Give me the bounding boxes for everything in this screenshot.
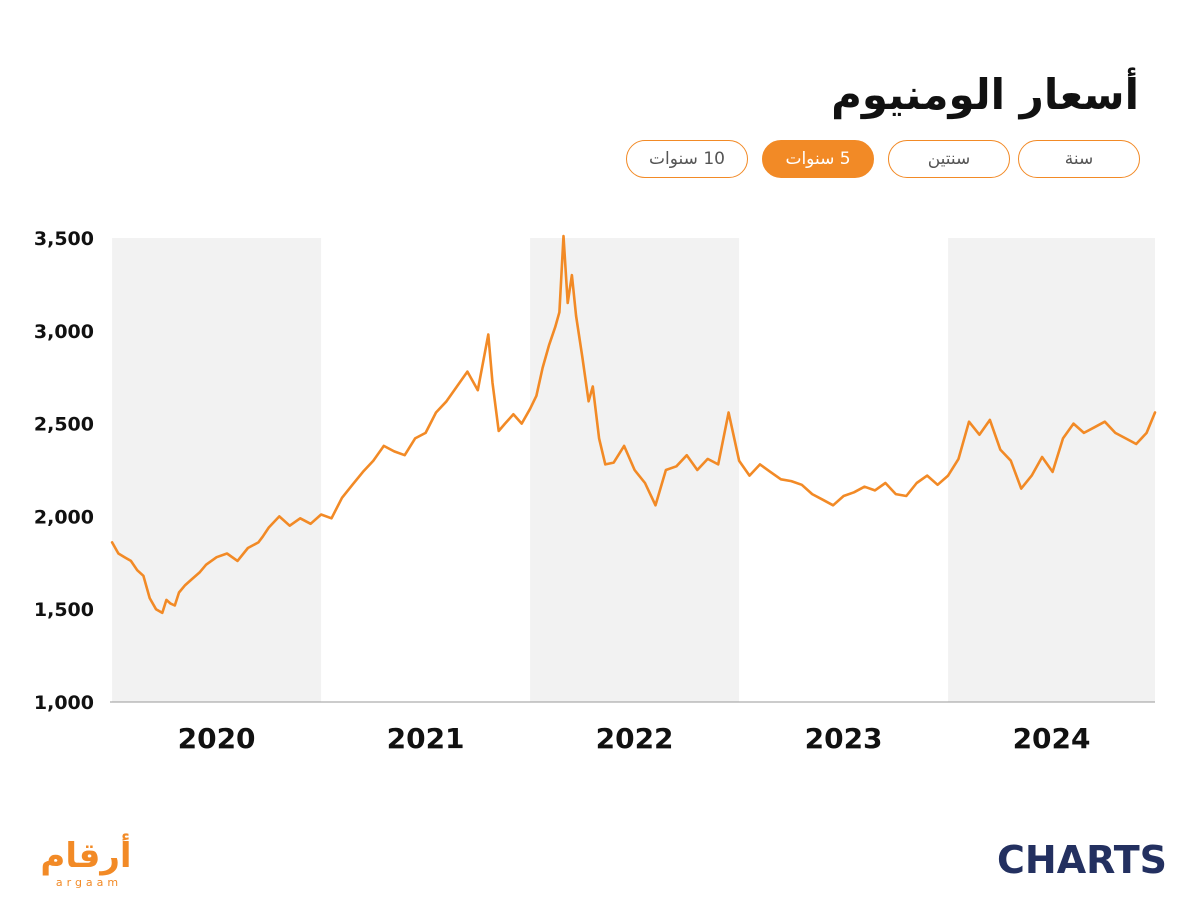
page-title: أسعار الومنيوم [831,70,1139,119]
year-band-2020 [112,238,322,702]
tab-2-years[interactable]: سنتين [888,140,1010,178]
x-tick-label-2021: 2021 [387,722,465,755]
x-tick-label-2022: 2022 [596,722,674,755]
charts-logo: CHARTS [997,838,1167,882]
y-tick-label-1500: 1,500 [34,599,94,621]
tab-10-years[interactable]: 10 سنوات [626,140,748,178]
x-tick-label-2023: 2023 [805,722,883,755]
argaam-logo: أرقام argaam [34,838,144,898]
argaam-logo-arabic: أرقام [40,836,132,876]
tab-5-years[interactable]: 5 سنوات [762,140,874,178]
x-tick-label-2024: 2024 [1013,722,1091,755]
y-tick-label-3000: 3,000 [34,321,94,343]
price-line [110,234,1157,615]
x-tick-label-2020: 2020 [178,722,256,755]
y-tick-label-2000: 2,000 [34,506,94,528]
y-tick-label-2500: 2,500 [34,414,94,436]
y-tick-label-1000: 1,000 [34,692,94,714]
argaam-logo-latin: argaam [55,876,123,889]
range-tabs: سنة سنتين 5 سنوات 10 سنوات [0,140,1201,178]
y-tick-label-3500: 3,500 [34,228,94,250]
tab-1-year[interactable]: سنة [1018,140,1140,178]
